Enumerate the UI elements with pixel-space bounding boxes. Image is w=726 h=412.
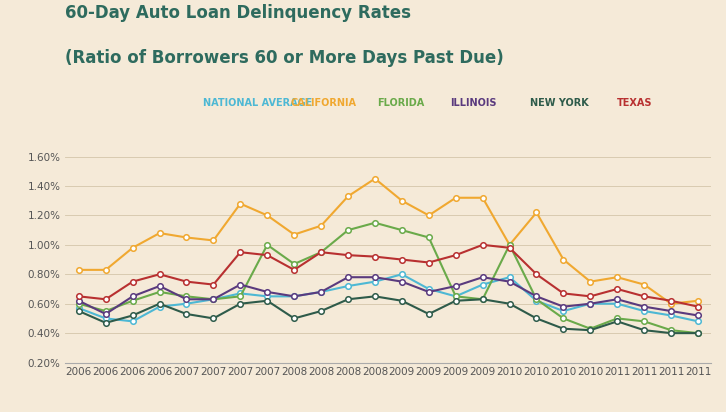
Text: (Ratio of Borrowers 60 or More Days Past Due): (Ratio of Borrowers 60 or More Days Past…: [65, 49, 504, 68]
Text: CALIFORNIA: CALIFORNIA: [290, 98, 356, 108]
Text: NATIONAL AVERAGE: NATIONAL AVERAGE: [203, 98, 312, 108]
Text: NEW YORK: NEW YORK: [530, 98, 589, 108]
Text: ILLINOIS: ILLINOIS: [450, 98, 497, 108]
Text: FLORIDA: FLORIDA: [378, 98, 425, 108]
Text: 60-Day Auto Loan Delinquency Rates: 60-Day Auto Loan Delinquency Rates: [65, 4, 412, 22]
Text: TEXAS: TEXAS: [617, 98, 653, 108]
